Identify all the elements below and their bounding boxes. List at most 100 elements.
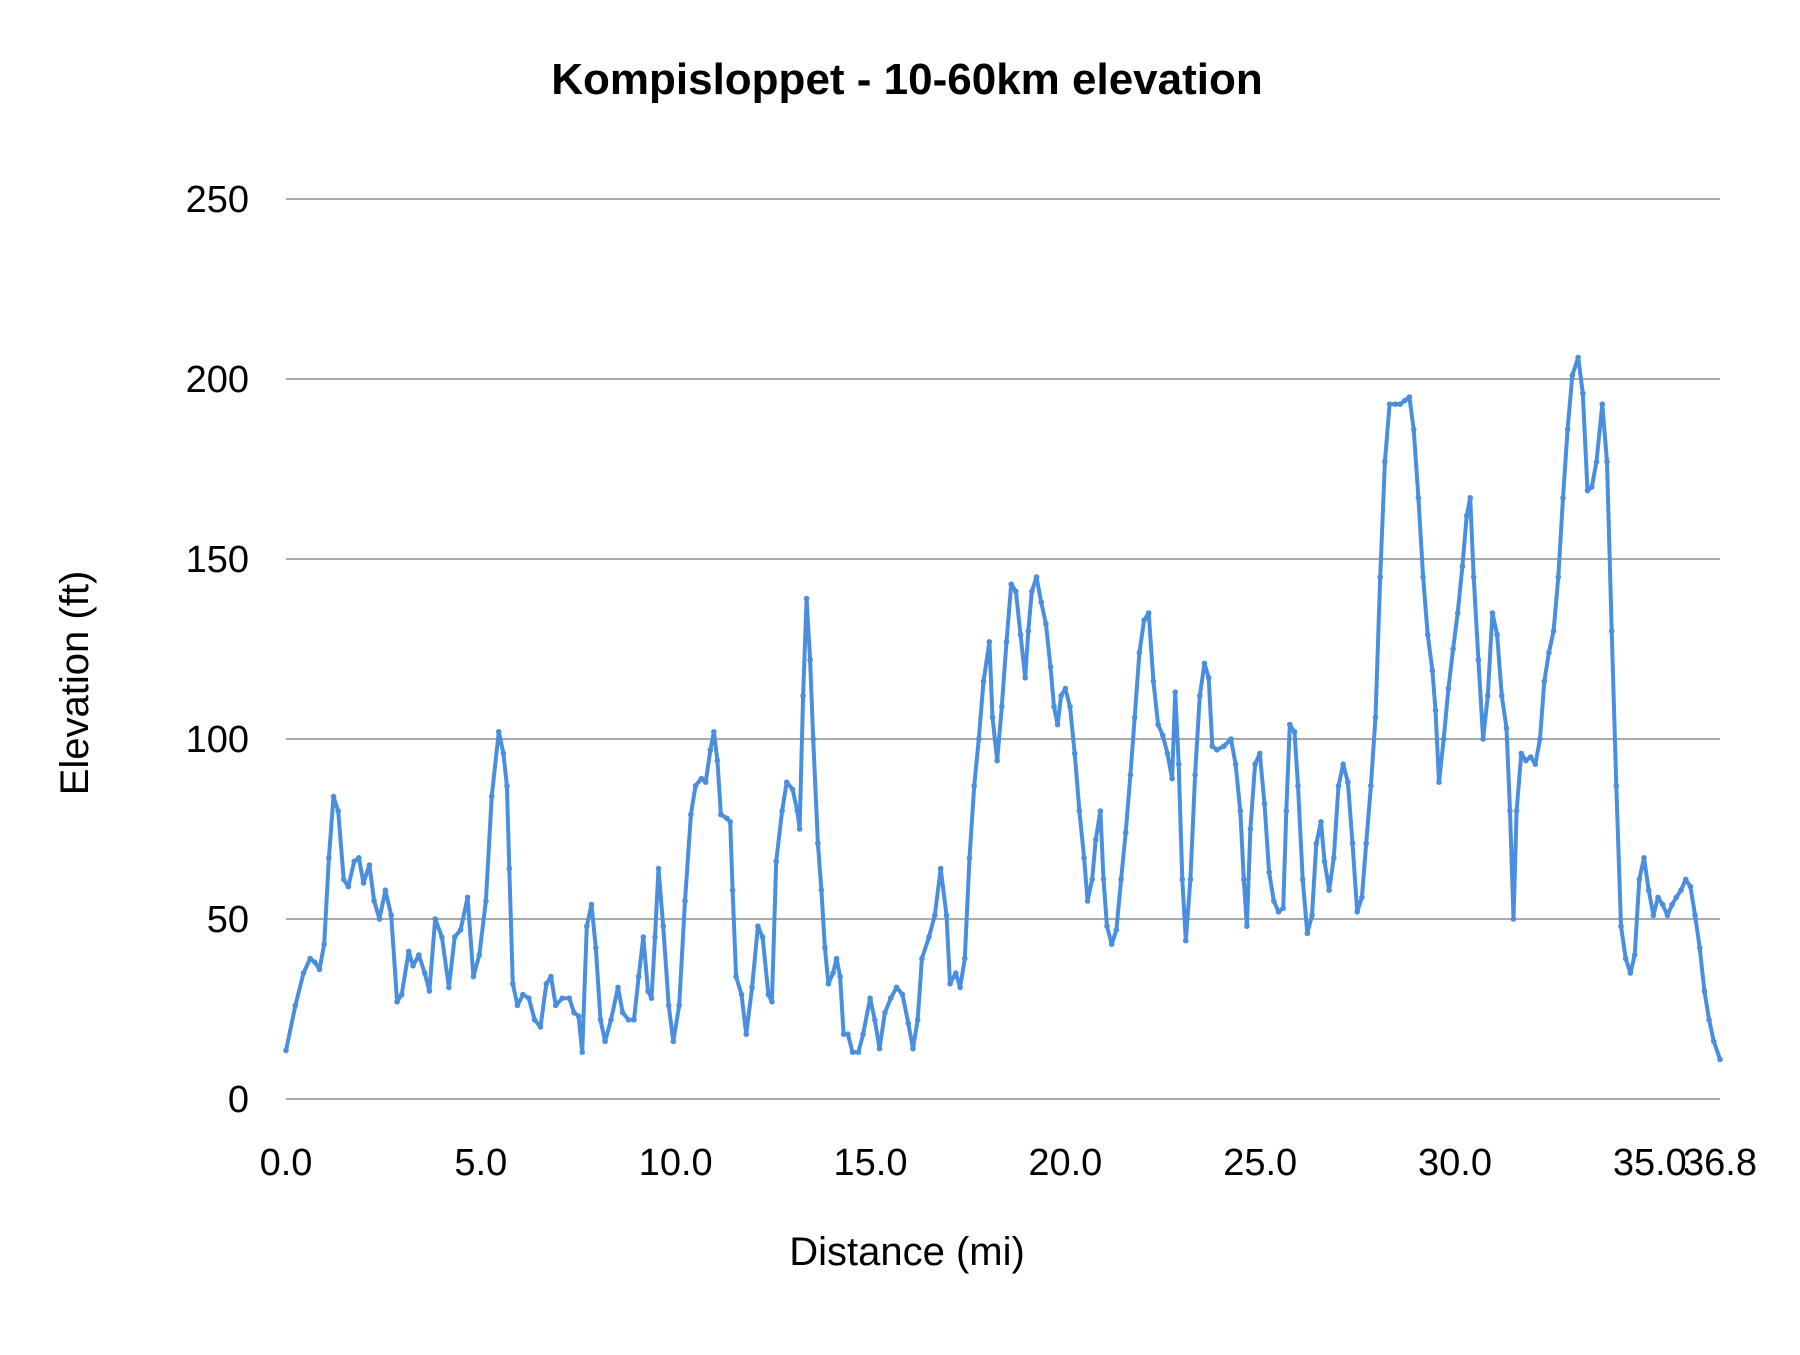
data-point [655, 865, 662, 872]
data-point [833, 955, 840, 962]
data-point [1386, 401, 1393, 408]
data-point [926, 934, 932, 940]
data-point [592, 945, 599, 951]
data-point [1136, 649, 1143, 656]
data-point [1228, 736, 1234, 742]
data-point [1440, 736, 1447, 742]
data-point [1401, 397, 1408, 404]
data-point [1008, 581, 1014, 587]
data-point [1569, 372, 1576, 379]
data-point [1710, 1038, 1717, 1045]
data-point [966, 855, 973, 861]
data-point [1244, 923, 1250, 929]
data-point [1237, 808, 1244, 814]
data-point [559, 995, 566, 1001]
data-point [1017, 631, 1024, 638]
data-point [1669, 901, 1675, 908]
data-point [1275, 909, 1282, 915]
data-point [1584, 487, 1591, 494]
data-point [366, 862, 373, 868]
data-point [957, 984, 963, 991]
data-point [1641, 855, 1647, 861]
data-point [588, 901, 595, 908]
data-point [1420, 574, 1426, 580]
data-point [1510, 916, 1517, 922]
data-point [321, 941, 327, 947]
data-point [520, 991, 526, 998]
data-point [1247, 826, 1254, 832]
data-point [999, 703, 1005, 710]
data-point [1209, 743, 1216, 749]
data-point [398, 991, 405, 998]
data-point [1429, 667, 1436, 674]
data-point [893, 984, 900, 991]
data-point [1043, 621, 1049, 627]
data-point [312, 959, 318, 965]
data-point [815, 840, 821, 847]
data-point [818, 887, 825, 893]
data-point [702, 779, 709, 785]
data-point [566, 995, 573, 1001]
data-point [356, 855, 362, 861]
data-point [882, 1009, 888, 1016]
data-point [451, 934, 458, 940]
data-point [504, 783, 510, 789]
data-point [1266, 869, 1272, 875]
data-point [714, 757, 721, 764]
data-point [830, 970, 836, 976]
data-point [1682, 876, 1689, 883]
data-point [1182, 937, 1189, 944]
data-point [1467, 495, 1474, 501]
data-point [1507, 808, 1513, 814]
data-point [989, 714, 996, 721]
data-point [1051, 703, 1057, 710]
data-point [953, 970, 959, 976]
data-point [1593, 459, 1600, 465]
data-point [537, 1024, 544, 1030]
data-point [1054, 721, 1061, 728]
data-point [1033, 574, 1040, 580]
data-point [932, 912, 938, 919]
data-point [1205, 675, 1212, 681]
x-tick-label: 10.0 [639, 1142, 713, 1184]
data-point [1687, 883, 1694, 890]
data-point [432, 916, 439, 922]
y-tick-label: 250 [186, 179, 249, 221]
data-point [446, 984, 452, 991]
data-point [483, 898, 489, 904]
data-point [1232, 761, 1239, 767]
data-point [394, 999, 400, 1005]
data-point [755, 923, 761, 929]
x-tick-label: 35.0 [1613, 1142, 1687, 1184]
data-point [552, 1002, 559, 1009]
x-tick-label: 0.0 [260, 1142, 313, 1184]
data-point [910, 1045, 916, 1052]
data-point [1299, 876, 1306, 883]
data-point [794, 808, 801, 814]
data-point [509, 981, 516, 987]
data-point [330, 793, 337, 800]
data-point [1155, 721, 1161, 728]
data-point [340, 876, 347, 883]
data-point [376, 916, 383, 922]
data-point [640, 934, 647, 940]
data-point [914, 1017, 921, 1023]
data-point [796, 826, 803, 832]
data-point [749, 984, 755, 991]
data-point [1022, 675, 1029, 681]
data-point [495, 729, 502, 735]
data-point [631, 1017, 637, 1023]
data-point [849, 1049, 856, 1055]
data-point [670, 1038, 677, 1045]
data-point [1062, 685, 1069, 692]
data-point [1673, 894, 1680, 901]
data-point [1518, 750, 1525, 757]
data-point [1537, 736, 1543, 742]
data-point [1141, 617, 1147, 623]
data-point [803, 595, 810, 602]
data-point [1513, 808, 1520, 814]
data-point [1397, 401, 1403, 408]
data-point [1546, 649, 1552, 656]
data-point [1241, 876, 1247, 883]
